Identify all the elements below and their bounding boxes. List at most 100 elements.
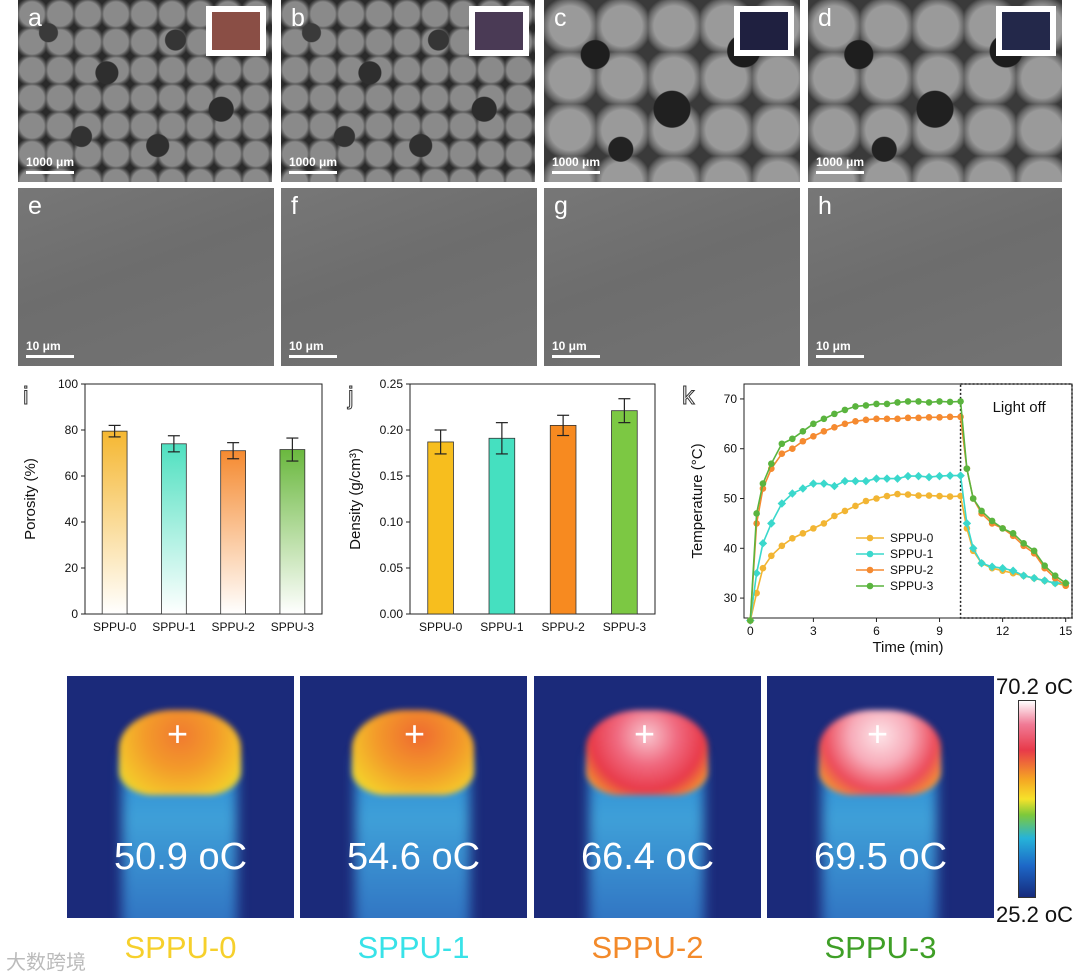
sample-photo-inset bbox=[996, 6, 1056, 56]
thermal-image-sppu-0: + 50.9 oC bbox=[67, 676, 294, 918]
data-point bbox=[798, 484, 808, 493]
y-axis-label: Porosity (%) bbox=[22, 458, 39, 540]
data-point bbox=[759, 564, 767, 572]
data-point bbox=[1029, 573, 1039, 583]
max-temperature: 69.5 oC bbox=[813, 836, 948, 878]
sample-swatch bbox=[1002, 12, 1050, 50]
data-point bbox=[799, 530, 807, 537]
legend-marker bbox=[866, 582, 874, 590]
data-point bbox=[841, 420, 849, 428]
data-point bbox=[1009, 530, 1017, 537]
data-point bbox=[753, 510, 760, 517]
legend-label: SPPU-2 bbox=[890, 563, 934, 577]
data-point bbox=[894, 399, 901, 406]
panel-label: h bbox=[818, 192, 832, 220]
max-temperature: 66.4 oC bbox=[580, 836, 715, 878]
data-point bbox=[767, 519, 776, 528]
y-tick-label: 0.20 bbox=[380, 423, 404, 437]
hot-spot bbox=[119, 710, 241, 795]
data-point bbox=[841, 406, 849, 414]
data-point bbox=[862, 416, 870, 424]
y-tick-label: 100 bbox=[58, 377, 78, 391]
panel-label: c bbox=[554, 4, 567, 32]
data-point bbox=[925, 414, 933, 421]
data-point bbox=[777, 499, 787, 508]
y-tick-label: 0.05 bbox=[380, 561, 404, 575]
x-tick-label: SPPU-3 bbox=[271, 620, 315, 634]
colorbar-max: 70.2 oC bbox=[996, 674, 1074, 699]
light-off-region bbox=[959, 383, 1073, 619]
sample-name-sppu-1: SPPU-1 bbox=[357, 930, 470, 965]
plot-frame bbox=[84, 383, 323, 615]
data-point bbox=[873, 415, 880, 423]
x-tick-label: SPPU-3 bbox=[603, 620, 647, 634]
data-point bbox=[768, 552, 775, 560]
x-tick-label: 6 bbox=[873, 624, 880, 638]
hot-spot bbox=[819, 710, 941, 795]
bar bbox=[279, 449, 306, 615]
legend-marker bbox=[866, 550, 874, 558]
data-point bbox=[946, 398, 954, 406]
data-point bbox=[904, 398, 912, 405]
x-tick-label: 0 bbox=[747, 624, 754, 638]
data-point bbox=[789, 435, 796, 443]
legend-label: SPPU-3 bbox=[890, 579, 934, 593]
panel-label: b bbox=[291, 4, 305, 32]
data-point bbox=[831, 424, 838, 431]
sem-image-a: a 1000 μm bbox=[18, 0, 272, 182]
data-point bbox=[914, 471, 923, 481]
x-tick-label: SPPU-2 bbox=[211, 620, 255, 634]
x-tick-label: 15 bbox=[1059, 624, 1073, 638]
data-point bbox=[963, 465, 971, 472]
sample-swatch bbox=[212, 12, 260, 50]
y-tick-label: 80 bbox=[65, 423, 79, 437]
data-point bbox=[883, 415, 891, 423]
sem-image-c: c 1000 μm bbox=[544, 0, 800, 182]
data-point bbox=[978, 507, 985, 515]
data-point bbox=[810, 525, 817, 532]
data-point bbox=[1051, 572, 1059, 579]
x-tick-label: 9 bbox=[936, 624, 943, 638]
data-point bbox=[968, 544, 978, 553]
crosshair-icon: + bbox=[167, 713, 189, 754]
y-tick-label: 0.25 bbox=[380, 377, 404, 391]
data-point bbox=[830, 481, 839, 491]
x-axis-label: Time (min) bbox=[872, 639, 943, 656]
data-point bbox=[752, 568, 761, 578]
thermal-image-sppu-2: + 66.4 oC bbox=[534, 676, 761, 918]
data-point bbox=[862, 402, 870, 409]
data-point bbox=[1020, 540, 1027, 547]
data-point bbox=[894, 415, 901, 423]
data-point bbox=[852, 502, 859, 510]
x-tick-label: SPPU-0 bbox=[93, 620, 137, 634]
data-point bbox=[987, 562, 997, 571]
sample-photo-inset bbox=[734, 6, 794, 56]
max-temperature: 50.9 oC bbox=[113, 836, 248, 878]
sem-image-b: b 1000 μm bbox=[281, 0, 535, 182]
data-point bbox=[925, 399, 933, 406]
data-point bbox=[861, 476, 871, 486]
panel-label: g bbox=[554, 192, 568, 220]
data-point bbox=[873, 400, 880, 408]
data-point bbox=[799, 437, 807, 445]
data-point bbox=[969, 495, 977, 502]
x-tick-label: SPPU-1 bbox=[480, 620, 524, 634]
data-point bbox=[893, 474, 902, 483]
scale-bar: 1000 μm bbox=[816, 155, 864, 174]
data-point bbox=[873, 495, 880, 502]
watermark: 大数跨境 bbox=[6, 952, 86, 974]
data-point bbox=[788, 489, 797, 498]
bar bbox=[161, 443, 187, 615]
data-point bbox=[1030, 547, 1038, 555]
y-tick-label: 70 bbox=[724, 392, 738, 406]
y-tick-label: 60 bbox=[724, 442, 738, 456]
sample-swatch bbox=[740, 12, 788, 50]
data-point bbox=[810, 432, 817, 440]
data-point bbox=[936, 414, 943, 421]
data-point bbox=[945, 471, 955, 480]
y-tick-label: 40 bbox=[724, 541, 738, 555]
light-off-annotation: Light off bbox=[993, 399, 1047, 416]
data-point bbox=[831, 512, 838, 520]
data-point bbox=[840, 476, 850, 486]
x-tick-label: SPPU-2 bbox=[541, 620, 585, 634]
